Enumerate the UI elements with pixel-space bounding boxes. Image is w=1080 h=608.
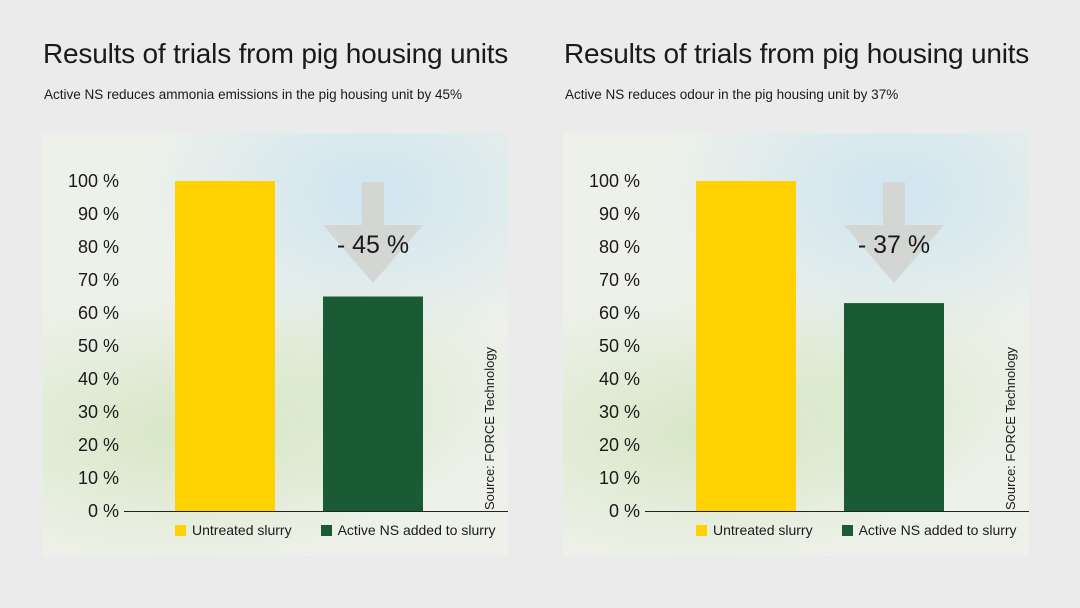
y-tick-label-80: 80 %: [599, 237, 640, 257]
y-tick-label-0: 0 %: [88, 501, 119, 521]
reduction-arrow-icon: [844, 182, 944, 283]
y-tick-label-50: 50 %: [78, 336, 119, 356]
plot-area: 0 % 10 % 20 % 30 % 40 % 50 % 60 % 70 % 80 % 90 % 1…: [563, 133, 1029, 556]
legend-label-active-ns: Active NS added to slurry: [337, 522, 496, 538]
legend-swatch-active-ns: [841, 524, 853, 536]
y-tick-label-50: 50 %: [599, 336, 640, 356]
legend-item-active-ns: Active NS added to slurry: [841, 522, 1017, 538]
reduction-label: - 37 %: [858, 231, 930, 259]
chart-panel-odour: Results of trials from pig housing units…: [563, 0, 1063, 608]
legend-swatch-untreated: [696, 524, 707, 536]
plot-area: 0 % 10 % 20 % 30 % 40 % 50 % 60 % 70 % 80 % 90 % 1…: [42, 133, 508, 556]
legend: Untreated slurry Active NS added to slur…: [696, 522, 1046, 538]
y-tick-label-20: 20 %: [78, 435, 119, 455]
y-tick-label-60: 60 %: [599, 303, 640, 323]
legend-label-untreated: Untreated slurry: [713, 522, 813, 538]
chart-title: Results of trials from pig housing units: [43, 38, 509, 69]
y-tick-label-90: 90 %: [78, 204, 119, 224]
y-tick-label-10: 10 %: [599, 468, 640, 488]
legend-item-active-ns: Active NS added to slurry: [320, 522, 496, 538]
reduction-label: - 45 %: [337, 231, 409, 259]
chart-subtitle: Active NS reduces ammonia emissions in t…: [44, 87, 462, 102]
y-tick-label-30: 30 %: [599, 402, 640, 422]
y-tick-label-100: 100 %: [589, 171, 640, 191]
legend-item-untreated: Untreated slurry: [696, 522, 813, 538]
reduction-arrow-icon: [323, 182, 423, 283]
y-tick-label-20: 20 %: [599, 435, 640, 455]
legend-item-untreated: Untreated slurry: [175, 522, 292, 538]
bar-chart-odour: 0 % 10 % 20 % 30 % 40 % 50 % 60 % 70 % 80 % 90 % 1…: [589, 171, 1029, 521]
legend-label-active-ns: Active NS added to slurry: [858, 522, 1017, 538]
y-tick-label-90: 90 %: [599, 204, 640, 224]
y-tick-label-10: 10 %: [78, 468, 119, 488]
legend: Untreated slurry Active NS added to slur…: [175, 522, 525, 538]
chart-subtitle: Active NS reduces odour in the pig housi…: [565, 87, 899, 102]
y-tick-label-80: 80 %: [78, 237, 119, 257]
source-label: Source: FORCE Technology: [1003, 346, 1018, 510]
bar-active-ns: [323, 296, 423, 511]
bar-chart-ammonia: 0 % 10 % 20 % 30 % 40 % 50 % 60 % 70 % 80 % 90 % 1…: [68, 171, 508, 521]
legend-swatch-untreated: [175, 524, 186, 536]
y-tick-label-70: 70 %: [599, 270, 640, 290]
bar-untreated-slurry: [696, 181, 796, 511]
legend-label-untreated: Untreated slurry: [192, 522, 292, 538]
y-tick-label-0: 0 %: [609, 501, 640, 521]
y-tick-label-60: 60 %: [78, 303, 119, 323]
chart-title: Results of trials from pig housing units: [564, 38, 1030, 69]
legend-swatch-active-ns: [320, 524, 332, 536]
y-tick-label-30: 30 %: [78, 402, 119, 422]
chart-panel-ammonia: Results of trials from pig housing units…: [42, 0, 542, 608]
y-tick-label-70: 70 %: [78, 270, 119, 290]
source-label: Source: FORCE Technology: [482, 346, 497, 510]
y-tick-label-100: 100 %: [68, 171, 119, 191]
bar-untreated-slurry: [175, 181, 275, 511]
bar-active-ns: [844, 303, 944, 511]
y-tick-label-40: 40 %: [599, 369, 640, 389]
y-tick-label-40: 40 %: [78, 369, 119, 389]
